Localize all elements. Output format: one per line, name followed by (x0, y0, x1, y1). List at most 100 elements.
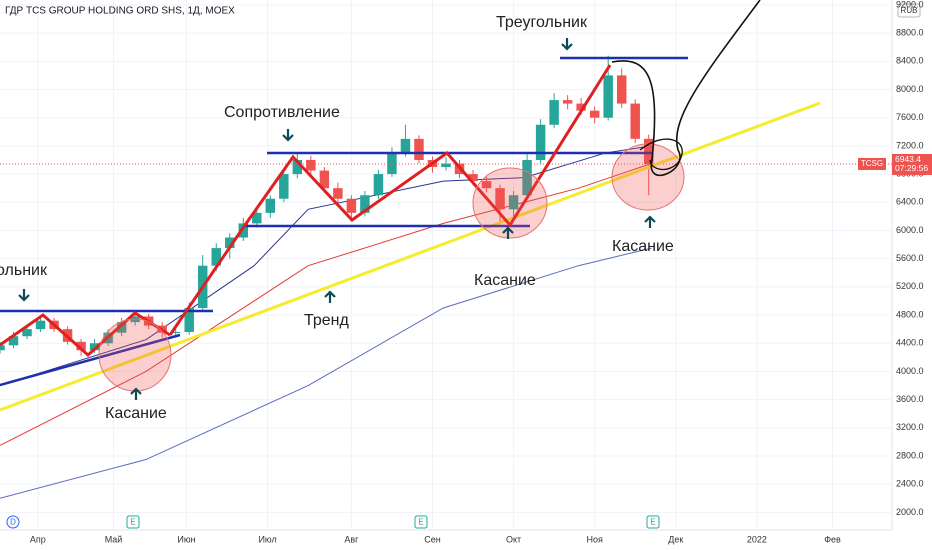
zigzag (168, 64, 612, 336)
event-marker (126, 515, 140, 529)
symbol-label: TCSG (861, 159, 883, 168)
candle-body (400, 138, 411, 153)
candle-body (589, 110, 600, 118)
annotation: Касание (612, 238, 674, 255)
candle-body (373, 174, 384, 196)
currency: RUB (901, 6, 918, 15)
y-tick-label: 4800.0 (896, 309, 924, 319)
y-tick-label: 2400.0 (896, 479, 924, 489)
symbol-tag (858, 157, 886, 170)
candle-body (292, 159, 303, 175)
trend-line (0, 333, 181, 387)
candle-body (441, 163, 451, 168)
zigzag (0, 311, 171, 358)
x-tick-label: Сен (424, 534, 441, 544)
candle-body (346, 198, 357, 213)
x-tick-label: Май (105, 534, 123, 544)
candle-body (8, 336, 19, 346)
x-tick-label: Дек (668, 534, 683, 544)
annotation: Касание (105, 405, 167, 422)
currency-box (897, 3, 921, 18)
price-tag (892, 153, 932, 175)
y-tick-label: 2800.0 (896, 450, 924, 460)
event-label: E (418, 518, 423, 527)
candle-body (333, 188, 343, 199)
candle-body (238, 223, 249, 238)
candle-body (184, 307, 194, 332)
y-tick-label: 8800.0 (896, 28, 924, 38)
candle-body (468, 174, 478, 182)
candle-body (643, 138, 654, 165)
arrow-down (561, 38, 573, 51)
x-tick-label: Ноя (586, 534, 603, 544)
drawings (0, 0, 821, 412)
moving-average (0, 163, 652, 446)
candle-body (387, 152, 397, 175)
price-label: 6943.4 (895, 154, 921, 164)
touch-circle (472, 167, 548, 239)
candle-body (76, 341, 86, 351)
y-tick-label: 4400.0 (896, 338, 924, 348)
arrow-up (644, 215, 656, 228)
countdown-label: 07:29:56 (895, 163, 928, 173)
arrow-up (130, 387, 142, 400)
candle-body (89, 343, 100, 351)
x-tick-label: Июн (177, 534, 195, 544)
candle-body (522, 159, 532, 196)
arrow-down (282, 129, 294, 142)
candle-body (35, 320, 46, 330)
candle-body (116, 322, 127, 333)
candle-body (360, 195, 370, 213)
candle-body (616, 75, 627, 104)
x-tick-label: Июл (258, 534, 276, 544)
x-tick-label: Окт (506, 534, 521, 544)
moving-average (0, 247, 652, 499)
annotation: Касание (474, 272, 536, 289)
y-tick-label: 8400.0 (896, 56, 924, 66)
candle-body (170, 331, 181, 333)
x-tick-label: Апр (30, 534, 46, 544)
candle-body (252, 212, 262, 224)
plot (0, 0, 892, 530)
y-tick-label: 8000.0 (896, 84, 924, 94)
arrow-down (18, 289, 30, 302)
event-marker (6, 515, 20, 529)
y-tick-label: 6400.0 (896, 197, 924, 207)
x-tick-label: Авг (344, 534, 359, 544)
candle-body (603, 75, 613, 118)
x-tick-label: Фев (824, 534, 841, 544)
candle-body (562, 100, 573, 104)
candle-body (0, 345, 5, 351)
event-label: E (130, 518, 135, 527)
candle-body (535, 124, 546, 160)
event-marker (414, 515, 428, 529)
sketch-curve (639, 138, 683, 171)
x-tick-label: 2022 (747, 534, 767, 544)
event-label: E (650, 518, 655, 527)
y-tick-label: 4000.0 (896, 366, 924, 376)
y-tick-label: 3600.0 (896, 394, 924, 404)
arrow-up (324, 290, 336, 303)
candle-body (549, 100, 559, 125)
candle-body (265, 198, 276, 213)
y-tick-label: 9200.0 (896, 0, 924, 9)
candle-body (481, 181, 492, 189)
touch-circle (611, 143, 685, 211)
y-tick-label: 7600.0 (896, 112, 924, 122)
arrow-up (502, 226, 514, 239)
y-tick-label: 5200.0 (896, 281, 924, 291)
chart-title: ГДР TCS GROUP HOLDING ORD SHS, 1Д, MOEX (5, 6, 235, 17)
candle-body (319, 170, 330, 189)
y-tick-label: 7200.0 (896, 140, 924, 150)
annotation: Сопротивление (224, 104, 340, 121)
annotation: Тренд (304, 312, 350, 329)
trend-line (0, 101, 821, 412)
candle-body (225, 237, 235, 249)
candle-body (414, 138, 424, 160)
annotation: Треугольник (496, 14, 588, 31)
arrows (18, 38, 656, 400)
sketch-curve (611, 0, 761, 177)
